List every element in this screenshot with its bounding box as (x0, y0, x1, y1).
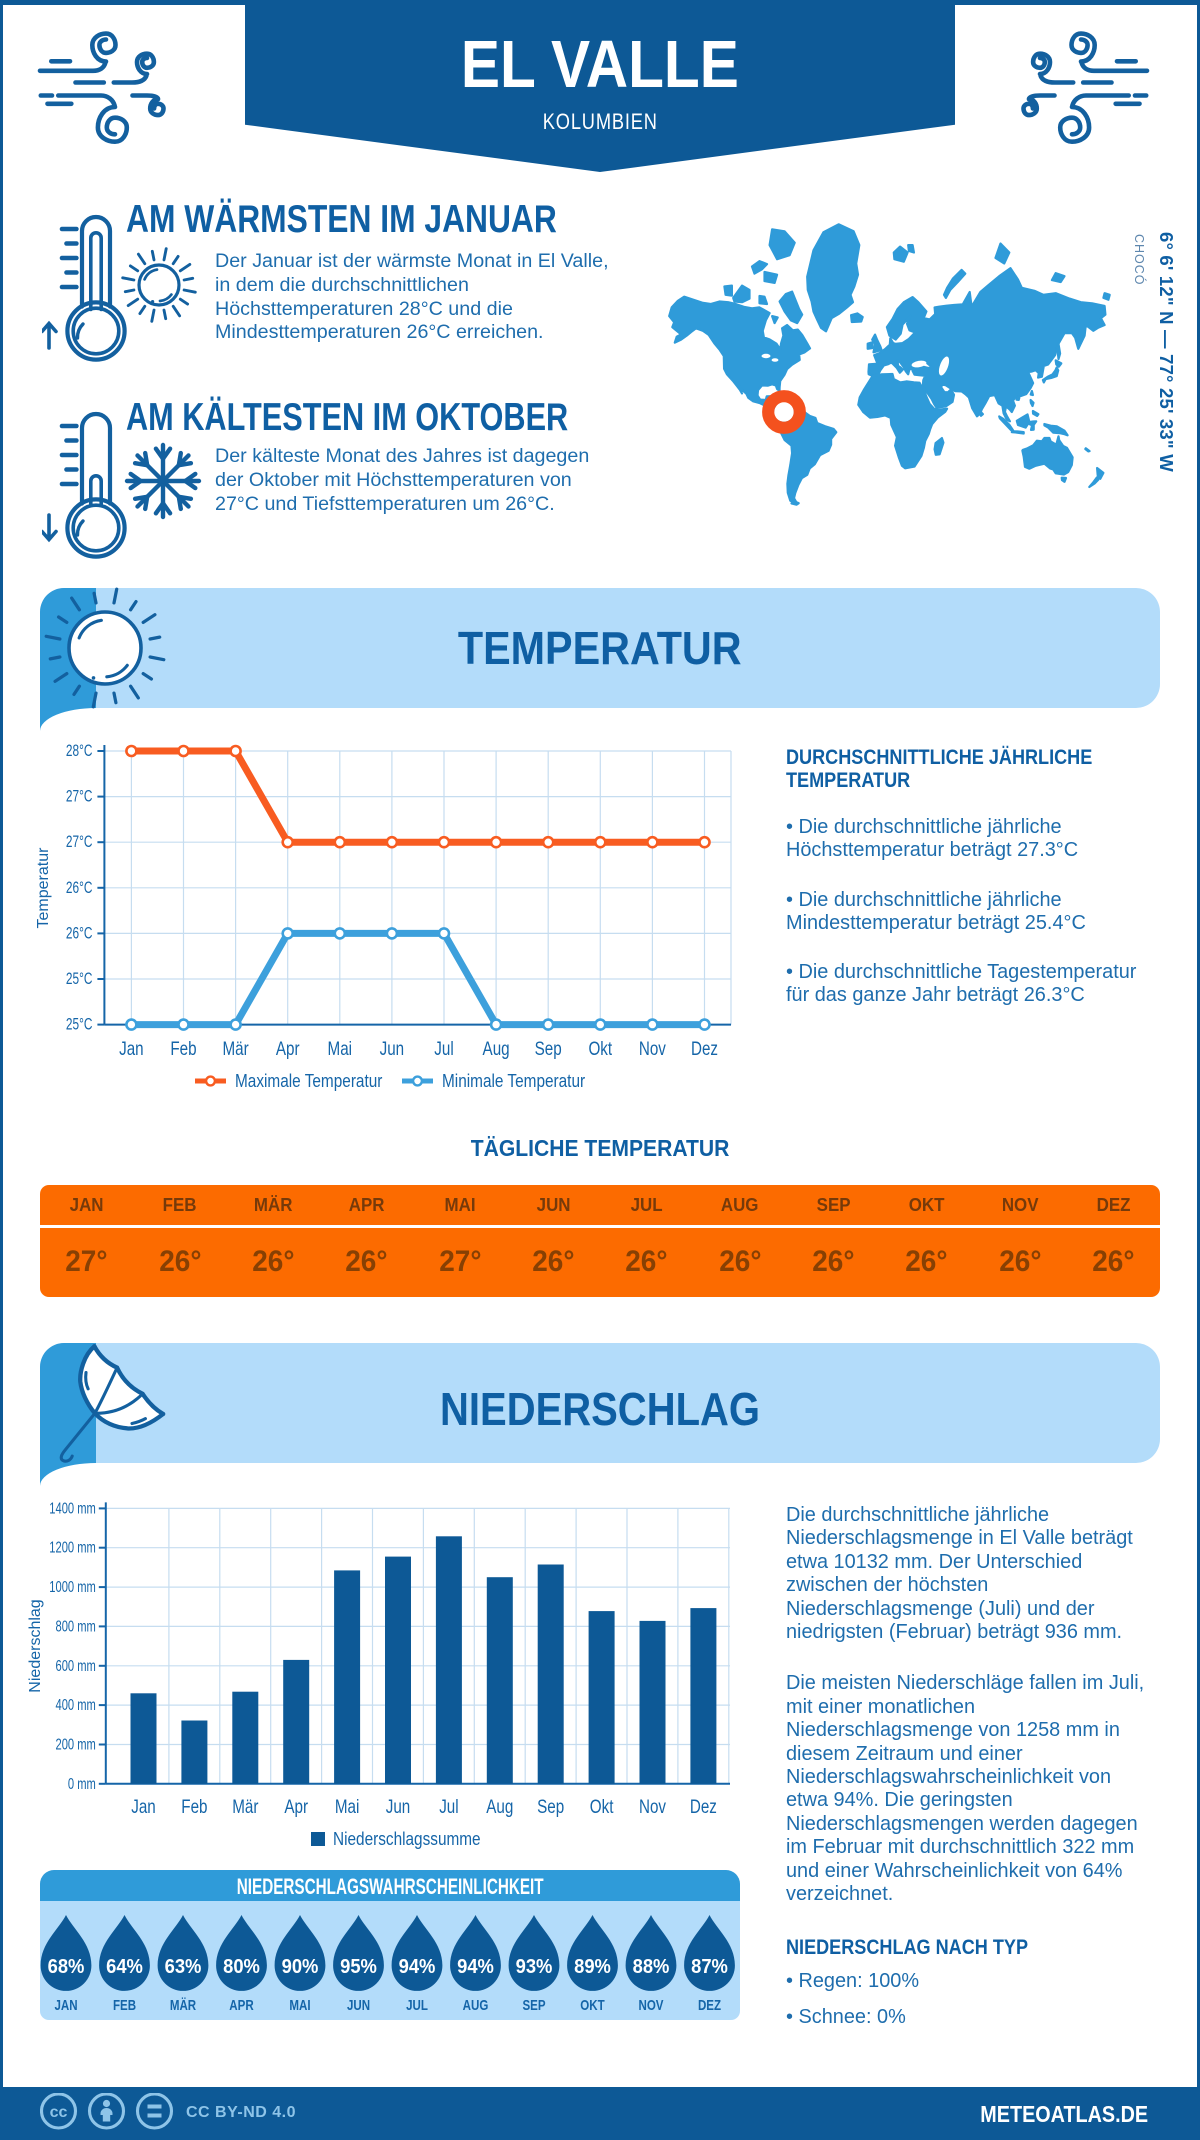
svg-text:27°C: 27°C (66, 833, 93, 851)
svg-text:200 mm: 200 mm (56, 1736, 96, 1753)
svg-text:63%: 63% (165, 1956, 202, 1978)
svg-text:68%: 68% (48, 1956, 85, 1978)
svg-text:88%: 88% (633, 1956, 670, 1978)
svg-text:94%: 94% (457, 1956, 494, 1978)
svg-text:DEZ: DEZ (698, 1997, 721, 2014)
svg-text:Mär: Mär (223, 1038, 250, 1060)
svg-text:Niederschlag: Niederschlag (27, 1599, 44, 1692)
svg-text:600 mm: 600 mm (56, 1658, 96, 1675)
svg-text:Mär: Mär (232, 1796, 259, 1818)
svg-text:1200 mm: 1200 mm (49, 1540, 96, 1557)
svg-text:OKT: OKT (580, 1997, 604, 2014)
svg-text:94%: 94% (399, 1956, 436, 1978)
svg-text:MÄR: MÄR (170, 1997, 196, 2014)
svg-text:27°C: 27°C (66, 788, 93, 806)
svg-text:Niederschlagssumme: Niederschlagssumme (333, 1828, 481, 1849)
svg-text:400 mm: 400 mm (56, 1697, 96, 1714)
svg-text:FEB: FEB (113, 1997, 136, 2014)
svg-text:Jul: Jul (439, 1796, 458, 1818)
svg-text:Jun: Jun (380, 1038, 405, 1060)
svg-text:Nov: Nov (639, 1796, 666, 1818)
svg-text:JAN: JAN (54, 1997, 77, 2014)
svg-text:Apr: Apr (276, 1038, 300, 1060)
svg-text:Dez: Dez (690, 1796, 717, 1818)
svg-text:Sep: Sep (535, 1038, 562, 1060)
svg-text:NOV: NOV (639, 1997, 664, 2014)
svg-text:Mai: Mai (328, 1038, 353, 1060)
svg-text:Apr: Apr (284, 1796, 308, 1818)
svg-text:Jan: Jan (131, 1796, 156, 1818)
svg-text:Mai: Mai (335, 1796, 360, 1818)
svg-text:89%: 89% (574, 1956, 611, 1978)
svg-text:26°C: 26°C (66, 924, 93, 942)
svg-text:Okt: Okt (590, 1796, 614, 1818)
svg-text:Feb: Feb (181, 1796, 207, 1818)
svg-text:28°C: 28°C (66, 742, 93, 760)
svg-text:Jun: Jun (386, 1796, 411, 1818)
svg-text:26°C: 26°C (66, 879, 93, 897)
svg-text:cc: cc (50, 2104, 68, 2121)
svg-text:1400 mm: 1400 mm (49, 1500, 96, 1517)
svg-text:Feb: Feb (170, 1038, 196, 1060)
svg-text:Maximale Temperatur: Maximale Temperatur (235, 1070, 382, 1091)
svg-text:93%: 93% (516, 1956, 553, 1978)
svg-text:Jul: Jul (434, 1038, 453, 1060)
svg-text:AUG: AUG (463, 1997, 489, 2014)
svg-text:90%: 90% (282, 1956, 319, 1978)
svg-text:25°C: 25°C (66, 970, 93, 988)
svg-text:APR: APR (229, 1997, 254, 2014)
svg-text:JUN: JUN (347, 1997, 370, 2014)
svg-text:Minimale Temperatur: Minimale Temperatur (442, 1070, 585, 1091)
svg-text:Aug: Aug (483, 1038, 510, 1060)
svg-text:800 mm: 800 mm (56, 1618, 96, 1635)
svg-text:Dez: Dez (691, 1038, 718, 1060)
svg-text:Sep: Sep (537, 1796, 564, 1818)
svg-text:87%: 87% (691, 1956, 728, 1978)
svg-text:64%: 64% (106, 1956, 143, 1978)
svg-text:JUL: JUL (406, 1997, 428, 2014)
svg-text:Jan: Jan (119, 1038, 144, 1060)
svg-text:Aug: Aug (486, 1796, 513, 1818)
svg-text:MAI: MAI (289, 1997, 310, 2014)
svg-text:0 mm: 0 mm (68, 1776, 96, 1793)
svg-text:Nov: Nov (639, 1038, 666, 1060)
svg-text:SEP: SEP (522, 1997, 545, 2014)
svg-text:95%: 95% (340, 1956, 377, 1978)
svg-text:Okt: Okt (588, 1038, 612, 1060)
svg-text:Temperatur: Temperatur (35, 847, 52, 929)
svg-text:80%: 80% (223, 1956, 260, 1978)
svg-text:1000 mm: 1000 mm (49, 1579, 96, 1596)
svg-text:25°C: 25°C (66, 1016, 93, 1034)
